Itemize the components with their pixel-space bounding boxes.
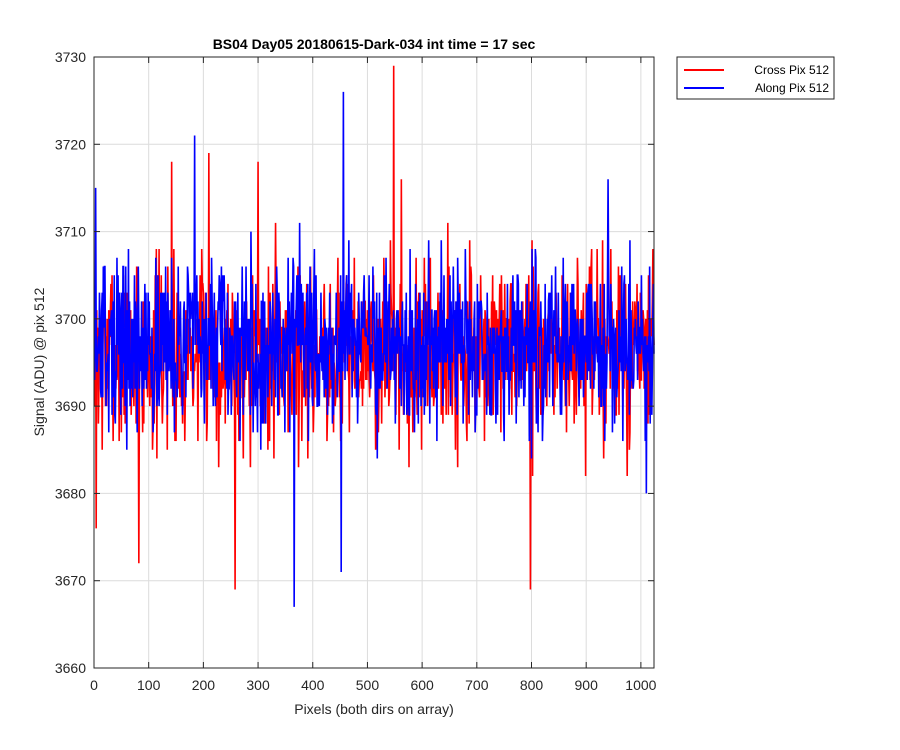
legend-label-along-pix-512: Along Pix 512 — [755, 81, 829, 95]
legend: Cross Pix 512 Along Pix 512 — [676, 56, 835, 100]
x-tick-label: 300 — [246, 677, 270, 693]
y-tick-label: 3710 — [55, 224, 86, 240]
x-tick-label: 500 — [356, 677, 380, 693]
x-tick-label: 1000 — [625, 677, 656, 693]
series-layer — [93, 65, 655, 607]
x-tick-label: 0 — [90, 677, 98, 693]
x-tick-label: 100 — [137, 677, 161, 693]
legend-box — [676, 56, 835, 100]
y-tick-label: 3660 — [55, 660, 86, 676]
y-tick-label: 3680 — [55, 485, 86, 501]
chart-title: BS04 Day05 20180615-Dark-034 int time = … — [213, 36, 536, 52]
ticks: 0 100 200 300 400 500 600 700 800 900 1000 3660 3670… — [55, 49, 657, 693]
x-tick-label: 200 — [192, 677, 216, 693]
x-tick-label: 700 — [465, 677, 489, 693]
y-axis-label: Signal (ADU) @ pix 512 — [31, 287, 47, 436]
legend-label-cross-pix-512: Cross Pix 512 — [754, 63, 829, 77]
y-tick-label: 3700 — [55, 311, 86, 327]
series-line-along-pix-512 — [93, 91, 655, 607]
x-axis-label: Pixels (both dirs on array) — [294, 701, 454, 717]
y-tick-label: 3730 — [55, 49, 86, 65]
y-tick-label: 3720 — [55, 136, 86, 152]
x-tick-label: 800 — [520, 677, 544, 693]
y-tick-label: 3670 — [55, 573, 86, 589]
x-tick-label: 900 — [575, 677, 599, 693]
x-tick-label: 600 — [410, 677, 434, 693]
x-tick-label: 400 — [301, 677, 325, 693]
plot-area-frame — [93, 56, 655, 669]
y-tick-label: 3690 — [55, 398, 86, 414]
